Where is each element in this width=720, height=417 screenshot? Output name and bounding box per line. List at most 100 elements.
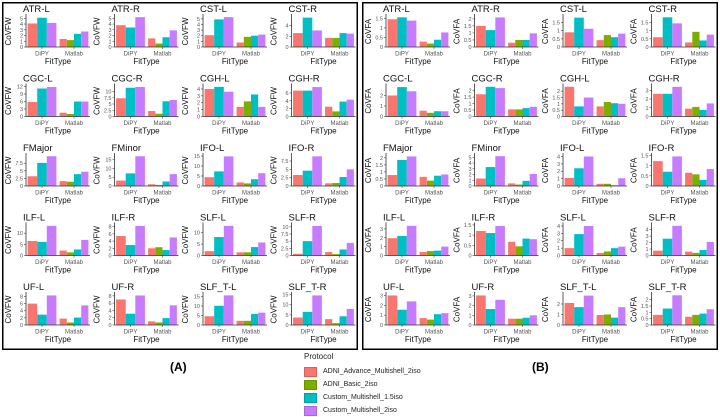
bar-dipy-series-0 — [653, 37, 663, 47]
x-tick-label: Matlab — [153, 191, 172, 197]
y-axis-label: CoVFA — [541, 157, 550, 183]
bar-matlab-series-0 — [596, 106, 604, 117]
y-tick-label: 3 — [557, 162, 560, 168]
bar-matlab-series-3 — [706, 169, 714, 186]
subplot-title: ILF-R — [112, 213, 136, 224]
y-tick-label: 0 — [468, 254, 471, 260]
bar-matlab-series-1 — [332, 183, 340, 186]
subplot-title: SLF-R — [289, 213, 317, 224]
y-tick-label: 0 — [557, 115, 560, 121]
y-tick-label: 4 — [285, 99, 288, 105]
y-tick-label: 1.5 — [641, 153, 649, 159]
legend-item-adni-advance: ADNI_Advance_Multishell_2iso — [304, 365, 421, 378]
y-axis-label: CoVFW — [181, 295, 190, 323]
bar-dipy-series-3 — [672, 295, 682, 325]
x-axis-label: FitType — [493, 335, 520, 344]
subplot-title: UF-R — [112, 282, 135, 293]
x-axis-label: FitType — [493, 196, 520, 205]
x-tick-label: Matlab — [602, 121, 621, 127]
bar-matlab-series-1 — [243, 320, 251, 325]
bar-matlab-series-1 — [426, 43, 434, 47]
y-tick-label: 0 — [380, 323, 383, 329]
y-tick-label: 10 — [17, 231, 23, 237]
subplot-title: IFO-L — [200, 143, 224, 154]
x-tick-label: DiPY — [301, 330, 315, 336]
bar-dipy-series-0 — [476, 94, 486, 117]
bar-matlab-series-3 — [706, 103, 714, 117]
bar-matlab-series-1 — [243, 101, 251, 117]
subplot-title: CST-L — [560, 4, 587, 15]
bar-matlab-series-3 — [81, 171, 89, 186]
subplot-title: FMajor — [383, 143, 413, 154]
x-tick-label: DiPY — [572, 121, 586, 127]
subplot-title: UF-R — [472, 282, 495, 293]
y-tick-label: 1 — [197, 39, 200, 45]
y-tick-label: 9 — [20, 92, 23, 98]
bar-dipy-series-2 — [302, 311, 313, 325]
x-tick-label: Matlab — [330, 260, 349, 266]
y-tick-label: 2 — [468, 89, 471, 95]
y-axis-label: CoVFW — [93, 17, 102, 45]
x-axis-label: FitType — [670, 335, 697, 344]
y-tick-label: 2 — [645, 241, 648, 247]
y-tick-label: 1 — [645, 164, 648, 170]
bar-dipy-series-3 — [495, 299, 505, 325]
x-tick-label: Matlab — [513, 260, 532, 266]
bar-matlab-series-2 — [74, 174, 82, 186]
bar-dipy-series-3 — [223, 295, 234, 325]
y-tick-label: 10 — [194, 304, 200, 310]
x-tick-label: DiPY — [35, 330, 49, 336]
bar-dipy-series-2 — [662, 238, 673, 256]
y-tick-label: 1.5 — [464, 24, 472, 30]
bar-dipy-series-3 — [583, 295, 594, 325]
y-tick-label: 1.5 — [375, 16, 383, 22]
y-tick-label: 0 — [285, 45, 288, 51]
y-tick-label: 0 — [197, 184, 200, 190]
x-axis-label: FitType — [222, 266, 249, 275]
y-tick-label: 0.5 — [464, 38, 472, 44]
bar-dipy-series-3 — [583, 225, 594, 256]
bar-matlab-series-0 — [596, 252, 604, 256]
y-axis-label: CoVFA — [541, 88, 550, 114]
x-tick-label: Matlab — [65, 260, 84, 266]
bar-dipy-series-3 — [406, 20, 417, 47]
bar-matlab-series-1 — [603, 314, 611, 325]
y-axis-label: CoVFW — [270, 156, 279, 184]
subplot-title: FMinor — [472, 143, 502, 154]
y-tick-label: 0.5 — [641, 37, 649, 43]
x-tick-label: Matlab — [690, 260, 709, 266]
bar-dipy-series-0 — [387, 238, 398, 256]
bar-matlab-series-2 — [434, 39, 442, 47]
y-tick-label: 1 — [557, 29, 560, 35]
bar-matlab-series-0 — [325, 319, 333, 325]
y-tick-label: 3 — [20, 107, 23, 113]
y-tick-label: 3 — [468, 294, 471, 300]
x-tick-label: Matlab — [602, 260, 621, 266]
subplot-title: CGH-R — [289, 74, 320, 85]
x-tick-label: DiPY — [395, 191, 409, 197]
figure-a-label: (A) — [170, 360, 187, 374]
bar-matlab-series-2 — [74, 101, 82, 117]
x-axis-label: FitType — [222, 127, 249, 136]
bar-dipy-series-3 — [406, 301, 417, 325]
bar-matlab-series-3 — [441, 111, 449, 117]
x-tick-label: Matlab — [602, 52, 621, 58]
y-tick-label: 0 — [20, 254, 23, 260]
y-tick-label: 0 — [645, 184, 648, 190]
bar-dipy-series-2 — [125, 87, 136, 117]
subplot-title: CST-R — [649, 4, 678, 15]
bar-matlab-series-3 — [258, 34, 266, 47]
bar-matlab-series-2 — [434, 111, 442, 117]
legend-item-custom-2iso: Custom_Multishell_2iso — [304, 404, 421, 417]
bar-dipy-series-0 — [204, 177, 215, 186]
y-tick-label: 2.5 — [281, 246, 289, 252]
bar-matlab-series-3 — [169, 100, 177, 117]
x-axis-label: FitType — [45, 335, 72, 344]
y-axis-label: CoVFA — [453, 88, 462, 114]
y-axis-label: CoVFW — [181, 226, 190, 254]
y-tick-label: 0 — [197, 323, 200, 329]
